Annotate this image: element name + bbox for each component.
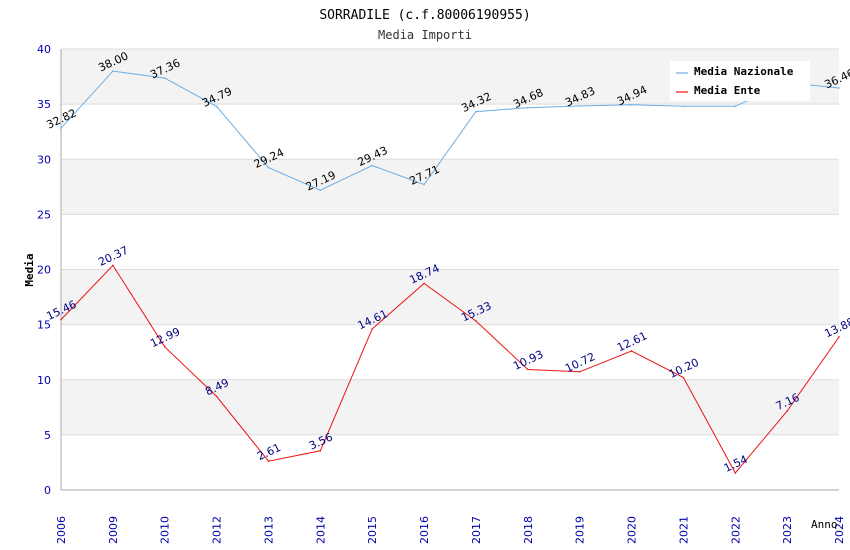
data-point [527, 106, 529, 109]
x-tick-label: 2016 [418, 516, 431, 544]
y-tick-label: 15 [37, 319, 51, 332]
data-point [60, 127, 62, 129]
x-tick-label: 2010 [159, 516, 172, 544]
x-tick-label: 2021 [677, 516, 690, 544]
legend-box [670, 61, 810, 101]
y-tick-label: 30 [37, 153, 51, 166]
data-point [371, 164, 374, 167]
y-tick-label: 5 [44, 429, 51, 442]
x-tick-label: 2018 [522, 516, 535, 544]
data-point [267, 460, 270, 463]
x-tick-label: 2022 [729, 516, 742, 544]
data-point [423, 282, 425, 285]
y-tick-label: 20 [37, 264, 51, 277]
data-point [578, 371, 581, 373]
axes [60, 49, 839, 491]
y-axis-label: Media [23, 253, 36, 286]
data-point [163, 77, 166, 79]
legend: Media Nazionale Media Ente [670, 61, 810, 101]
plot-band [61, 104, 839, 160]
legend-label-ente: Media Ente [694, 84, 761, 97]
data-point [215, 395, 218, 398]
plot-band [61, 269, 839, 325]
x-tick-label: 2017 [470, 516, 483, 544]
y-tick-label: 25 [37, 208, 51, 221]
x-tick-label: 2020 [626, 516, 639, 544]
plot-background [61, 49, 839, 490]
y-tick-label: 10 [37, 374, 51, 387]
x-axis-label: Anno [811, 518, 838, 531]
data-point [371, 328, 374, 330]
x-tick-label: 2013 [262, 516, 275, 544]
y-tick-label: 35 [37, 98, 51, 111]
x-tick-label: 2015 [366, 516, 379, 544]
x-axis-ticks: 2006 2009 2010 2012 2013 2014 2015 2016 2017 2018… [55, 516, 846, 544]
data-point [215, 105, 218, 108]
data-point [734, 105, 737, 108]
series-line-nazionale [60, 70, 840, 191]
data-point [112, 70, 114, 72]
data-point [734, 472, 737, 474]
data-point [630, 103, 633, 106]
data-point [630, 350, 633, 352]
x-tick-label: 2006 [55, 516, 68, 544]
data-point [682, 376, 685, 379]
data-point [682, 105, 685, 108]
plot-band [61, 214, 839, 270]
data-point [838, 87, 840, 89]
data-point [112, 264, 114, 267]
data-point [163, 345, 166, 348]
series-line-ente [60, 264, 840, 474]
data-point [475, 320, 477, 322]
data-point [319, 189, 322, 192]
plot-band [61, 379, 839, 435]
data-point [423, 183, 425, 186]
grid-lines [61, 48, 839, 436]
data-point [578, 105, 581, 107]
chart-subtitle: Media Importi [378, 28, 472, 42]
data-point [319, 449, 322, 452]
x-tick-label: 2012 [211, 516, 224, 544]
x-tick-label: 2014 [314, 516, 327, 544]
chart-title: SORRADILE (c.f.80006190955) [319, 8, 530, 23]
plot-band [61, 434, 839, 490]
y-tick-label: 40 [37, 43, 51, 56]
data-point [838, 336, 840, 338]
plot-band [61, 159, 839, 215]
data-point [527, 368, 529, 371]
y-tick-label: 0 [44, 484, 51, 497]
y-axis-ticks: 0 5 10 15 20 25 30 35 40 [37, 43, 51, 497]
data-point [475, 110, 477, 113]
data-point [786, 410, 788, 412]
plot-band [61, 324, 839, 380]
x-tick-label: 2009 [107, 516, 120, 544]
x-tick-label: 2023 [781, 516, 794, 544]
data-point [60, 318, 62, 321]
data-point [267, 166, 270, 169]
x-tick-label: 2024 [833, 516, 846, 544]
legend-label-nazionale: Media Nazionale [694, 65, 794, 78]
x-tick-label: 2019 [574, 516, 587, 544]
